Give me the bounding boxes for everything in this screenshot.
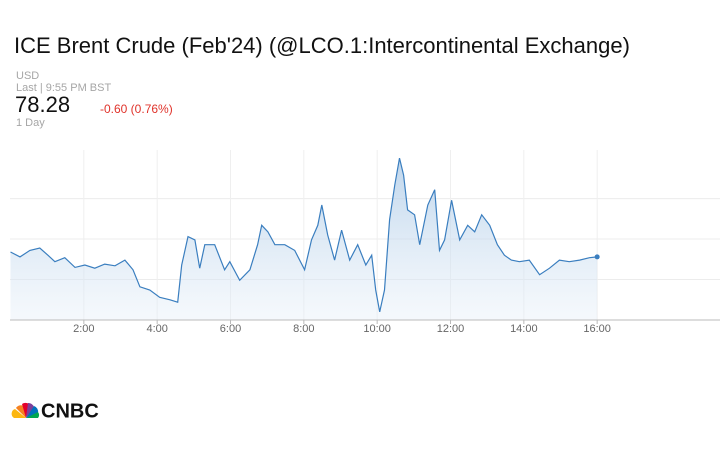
chart-title: ICE Brent Crude (Feb'24) (@LCO.1:Interco… (14, 33, 630, 58)
area (10, 158, 598, 320)
x-tick-label: 8:00 (293, 323, 314, 335)
price-change: -0.60 (0.76%) (100, 102, 173, 116)
x-tick-label: 12:00 (437, 323, 465, 335)
x-tick-label: 10:00 (363, 323, 391, 335)
last-price: 78.28 (15, 92, 70, 117)
plot-area (10, 150, 720, 320)
price-line (10, 157, 598, 313)
logo: CNBC (41, 400, 99, 422)
last-updated: Last | 9:55 PM BST (16, 82, 111, 94)
logo-icon (11, 402, 39, 418)
x-tick-label: 4:00 (146, 323, 167, 335)
x-tick-label: 6:00 (220, 323, 241, 335)
period: 1 Day (16, 117, 45, 129)
x-tick-label: 2:00 (73, 323, 94, 335)
x-tick-label: 14:00 (510, 323, 538, 335)
last-point (594, 254, 600, 260)
x-tick-label: 16:00 (583, 323, 611, 335)
currency: USD (16, 70, 39, 82)
